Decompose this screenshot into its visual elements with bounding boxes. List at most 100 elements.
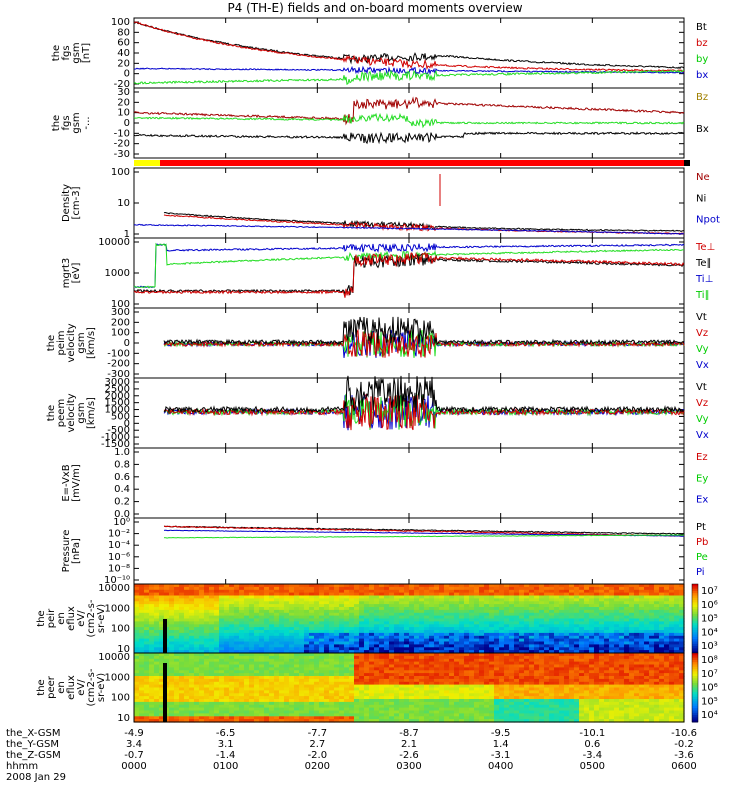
- spectrogram-cell: [244, 704, 250, 709]
- y-tick-label: 200: [111, 317, 130, 328]
- spectrogram-cell: [279, 716, 285, 720]
- spectrogram-cell: [484, 676, 490, 680]
- spectrogram-cell: [339, 589, 345, 594]
- spectrogram-cell: [384, 589, 390, 594]
- spectrogram-cell: [414, 673, 420, 677]
- spectrogram-cell: [369, 719, 375, 723]
- spectrogram-cell: [189, 598, 195, 602]
- spectrogram-cell: [329, 658, 335, 663]
- spectrogram-cell: [349, 615, 355, 620]
- spectrogram-cell: [494, 667, 500, 671]
- spectrogram-cell: [244, 670, 250, 674]
- spectrogram-cell: [219, 658, 225, 663]
- spectrogram-cell: [219, 719, 225, 723]
- spectrogram-cell: [274, 647, 280, 651]
- spectrogram-cell: [299, 704, 305, 709]
- spectrogram-cell: [489, 678, 495, 683]
- spectrogram-cell: [509, 687, 515, 691]
- spectrogram-cell: [209, 684, 215, 689]
- spectrogram-cell: [344, 713, 350, 717]
- spectrogram-cell: [384, 667, 390, 671]
- spectrogram-cell: [209, 627, 215, 631]
- spectrogram-cell: [419, 696, 425, 700]
- spectrogram-cell: [654, 632, 660, 637]
- spectrogram-cell: [279, 584, 285, 588]
- spectrogram-cell: [219, 661, 225, 666]
- spectrogram-cell: [329, 624, 335, 628]
- spectrogram-cell: [359, 661, 365, 666]
- spectrogram-cell: [409, 684, 415, 689]
- spectrogram-cell: [264, 644, 270, 648]
- spectrogram-cell: [359, 716, 365, 720]
- spectrogram-cell: [364, 609, 370, 614]
- spectrogram-cell: [514, 586, 520, 591]
- spectrogram-cell: [554, 601, 560, 605]
- spectrogram-cell: [399, 687, 405, 691]
- spectrogram-cell: [449, 658, 455, 663]
- spectrogram-cell: [294, 615, 300, 620]
- spectrogram-cell: [469, 696, 475, 700]
- spectrogram-cell: [429, 601, 435, 605]
- spectrogram-cell: [464, 696, 470, 700]
- spectrogram-cell: [249, 696, 255, 700]
- spectrogram-cell: [399, 592, 405, 597]
- spectrogram-cell: [399, 586, 405, 591]
- spectrogram-cell: [259, 609, 265, 614]
- spectrogram-cell: [324, 655, 330, 660]
- spectrogram-cell: [309, 696, 315, 700]
- spectrogram-cell: [454, 699, 460, 703]
- spectrogram-cell: [319, 624, 325, 628]
- spectrogram-cell: [254, 664, 260, 668]
- spectrogram-cell: [449, 595, 455, 599]
- spectrogram-cell: [309, 595, 315, 599]
- spectrogram-cell: [144, 624, 150, 628]
- spectrogram-cell: [509, 673, 515, 677]
- spectrogram-cell: [524, 667, 530, 671]
- spectrogram-cell: [524, 647, 530, 651]
- spectrogram-cell: [349, 713, 355, 717]
- spectrogram-cell: [469, 618, 475, 622]
- spectrogram-cell: [349, 586, 355, 591]
- spectrogram-cell: [504, 589, 510, 594]
- spectrogram-cell: [519, 678, 525, 683]
- spectrogram-cell: [404, 612, 410, 617]
- spectrogram-cell: [449, 604, 455, 608]
- spectrogram-cell: [384, 635, 390, 640]
- spectrogram-cell: [144, 710, 150, 714]
- spectrogram-cell: [239, 589, 245, 594]
- spectrogram-cell: [324, 710, 330, 714]
- spectrogram-cell: [299, 696, 305, 700]
- spectrogram-cell: [154, 650, 160, 654]
- spectrogram-cell: [514, 673, 520, 677]
- spectrogram-cell: [529, 710, 535, 714]
- spectrogram-cell: [624, 607, 630, 611]
- spectrogram-cell: [264, 678, 270, 683]
- spectrogram-cell: [254, 586, 260, 591]
- spectrogram-cell: [169, 667, 175, 671]
- spectrogram-cell: [304, 670, 310, 674]
- spectrogram-cell: [654, 644, 660, 648]
- spectrogram-cell: [144, 707, 150, 712]
- spectrogram-cell: [284, 719, 290, 723]
- spectrogram-cell: [339, 701, 345, 706]
- spectrogram-cell: [444, 696, 450, 700]
- spectrogram-cell: [634, 618, 640, 622]
- spectrogram-cell: [434, 584, 440, 588]
- spectrogram-cell: [174, 655, 180, 660]
- spectrogram-cell: [274, 704, 280, 709]
- spectrogram-cell: [194, 618, 200, 622]
- spectrogram-cell: [539, 638, 545, 643]
- y-tick-label: 10000: [98, 237, 130, 248]
- spectrogram-cell: [289, 684, 295, 689]
- spectrogram-cell: [299, 716, 305, 720]
- spectrogram-cell: [469, 607, 475, 611]
- spectrogram-cell: [449, 687, 455, 691]
- spectrogram-cell: [629, 627, 635, 631]
- spectrogram-cell: [424, 589, 430, 594]
- spectrogram-cell: [279, 684, 285, 689]
- spectrogram-cell: [214, 690, 220, 694]
- spectrogram-cell: [259, 696, 265, 700]
- spectrogram-cell: [464, 710, 470, 714]
- spectrogram-cell: [359, 638, 365, 643]
- spectrogram-cell: [249, 595, 255, 599]
